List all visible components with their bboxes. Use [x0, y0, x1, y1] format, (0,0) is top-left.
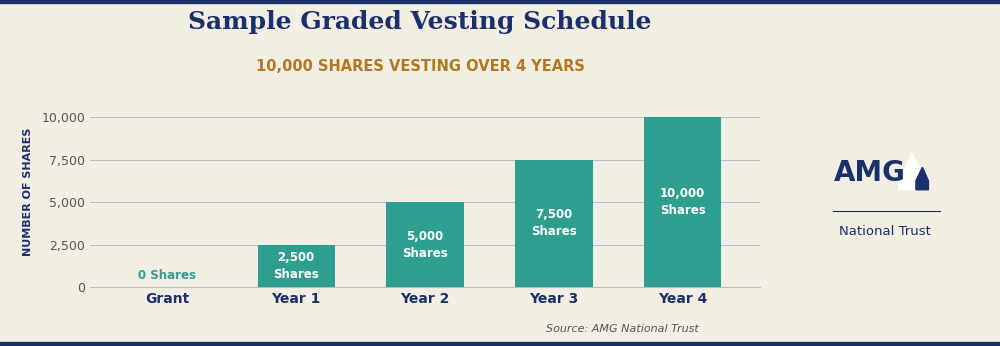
Text: National Trust: National Trust [839, 225, 931, 238]
Bar [644, 117, 721, 287]
Text: 7,500
Shares: 7,500 Shares [531, 208, 577, 238]
Bar [258, 245, 335, 287]
Text: 0 Shares: 0 Shares [138, 270, 196, 282]
Polygon shape [899, 154, 925, 190]
Text: Sample Graded Vesting Schedule: Sample Graded Vesting Schedule [188, 10, 652, 34]
Text: 10,000 SHARES VESTING OVER 4 YEARS: 10,000 SHARES VESTING OVER 4 YEARS [256, 59, 584, 74]
Text: AMG: AMG [834, 159, 906, 187]
Text: 5,000
Shares: 5,000 Shares [402, 230, 448, 260]
Polygon shape [916, 167, 928, 190]
Text: Source: AMG National Trust: Source: AMG National Trust [546, 324, 698, 334]
Bar [515, 160, 593, 287]
Text: 2,500
Shares: 2,500 Shares [273, 251, 319, 281]
Y-axis label: NUMBER OF SHARES: NUMBER OF SHARES [23, 128, 33, 256]
Text: 10,000
Shares: 10,000 Shares [660, 187, 706, 217]
Bar [386, 202, 464, 287]
